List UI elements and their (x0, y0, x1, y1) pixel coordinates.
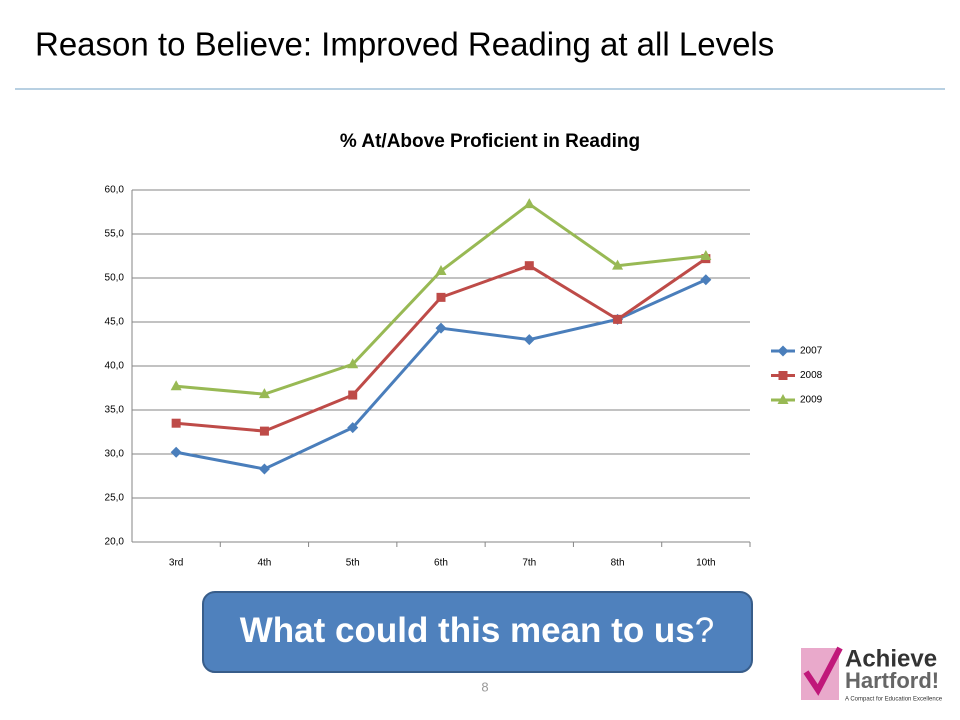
y-tick-label: 50,0 (105, 273, 125, 284)
callout-text: What could this mean to us? (240, 611, 715, 650)
y-tick-label: 55,0 (105, 229, 125, 240)
marker (347, 358, 359, 369)
slide-title: Reason to Believe: Improved Reading at a… (35, 26, 774, 63)
logo-line2: Hartford! (845, 668, 939, 693)
marker (258, 388, 270, 399)
legend-label: 2008 (800, 370, 823, 381)
marker (613, 314, 623, 324)
y-tick-label: 40,0 (105, 361, 125, 372)
marker (347, 422, 359, 434)
y-tick-label: 60,0 (105, 185, 125, 196)
legend-label: 2007 (800, 346, 823, 357)
marker (612, 259, 624, 270)
x-tick-label: 4th (257, 558, 271, 569)
marker (258, 463, 270, 475)
callout-box (202, 591, 753, 673)
marker (435, 264, 447, 275)
chart-title: % At/Above Proficient in Reading (340, 131, 640, 152)
marker (435, 322, 447, 334)
marker (171, 418, 181, 428)
x-tick-label: 7th (522, 558, 536, 569)
x-tick-label: 10th (696, 558, 715, 569)
y-tick-label: 20,0 (105, 537, 125, 548)
y-tick-label: 30,0 (105, 449, 125, 460)
x-tick-label: 5th (346, 558, 360, 569)
marker (700, 274, 712, 286)
marker (259, 426, 269, 436)
marker (436, 292, 446, 302)
callout-rest: ? (695, 611, 714, 650)
marker (170, 380, 182, 391)
marker (777, 394, 789, 404)
page-number: 8 (481, 679, 488, 694)
plot: 20,0 25,0 30,0 35,0 40,0 45,0 50,0 55,0 60,0 3rd 4… (105, 185, 823, 569)
marker (523, 198, 535, 209)
marker (700, 250, 712, 260)
callout-bold: What could this mean to us (240, 611, 695, 650)
logo-line1: Achieve (845, 645, 937, 672)
marker (524, 261, 534, 271)
logo-check (803, 646, 843, 696)
x-tick-label: 3rd (169, 558, 183, 569)
y-tick-label: 25,0 (105, 493, 125, 504)
marker (170, 446, 182, 458)
x-tick-label: 8th (611, 558, 625, 569)
marker (778, 371, 788, 380)
y-tick-label: 45,0 (105, 317, 125, 328)
marker (777, 345, 789, 357)
y-tick-label: 35,0 (105, 405, 125, 416)
x-tick-label: 6th (434, 558, 448, 569)
legend-label: 2009 (800, 395, 823, 406)
logo-mark (801, 646, 843, 700)
marker (348, 390, 358, 400)
marker (523, 334, 535, 346)
logo-tagline: A Compact for Education Excellence (845, 697, 943, 703)
